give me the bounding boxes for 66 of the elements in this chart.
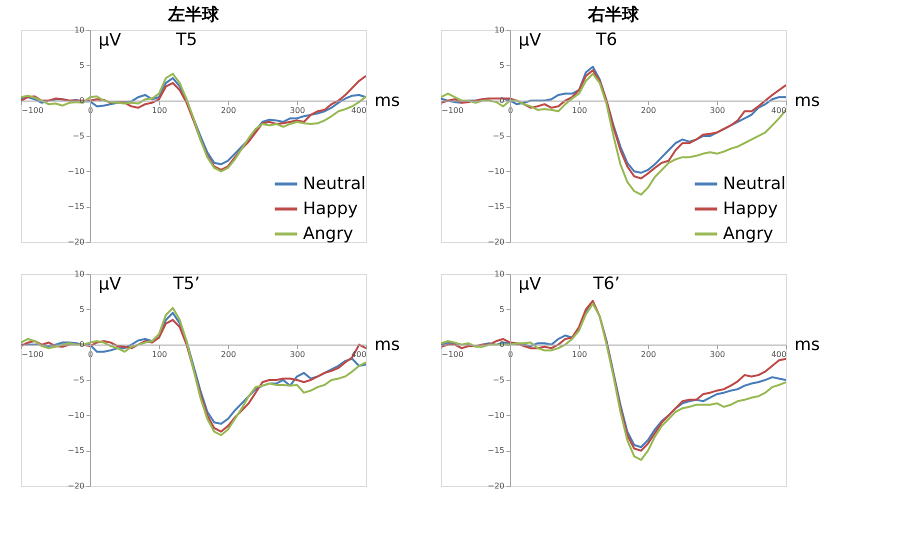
line-series (441, 72, 786, 196)
legend-label: Happy (723, 199, 778, 219)
x-tick-label: 400 (771, 350, 786, 360)
x-tick-label: 300 (710, 350, 726, 360)
x-tick-label: 100 (152, 106, 168, 116)
legend-label: Angry (303, 224, 354, 244)
legend-label: Neutral (303, 174, 366, 194)
y-tick-label: 10 (494, 270, 504, 278)
y-tick-label: −15 (68, 202, 84, 212)
x-tick-label: 200 (640, 350, 656, 360)
x-axis-title: ms (374, 335, 400, 356)
y-tick-label: 5 (499, 60, 504, 70)
y-tick-label: 0 (79, 340, 84, 350)
y-tick-label: −20 (488, 238, 504, 246)
y-tick-label: −20 (68, 482, 84, 490)
x-tick-label: 300 (710, 106, 726, 116)
y-tick-label: 0 (499, 340, 504, 350)
legend-label: Angry (723, 224, 774, 244)
x-tick-label: −100 (442, 106, 464, 116)
x-tick-label: −100 (442, 350, 464, 360)
y-axis-title: μV (518, 274, 542, 294)
y-tick-label: 10 (74, 26, 84, 34)
x-tick-label: 100 (572, 106, 588, 116)
y-tick-label: −10 (488, 410, 504, 420)
x-tick-label: 100 (572, 350, 588, 360)
x-tick-label: 400 (351, 106, 366, 116)
y-tick-label: −5 (72, 376, 84, 384)
y-tick-label: 10 (74, 270, 84, 278)
y-tick-label: −5 (492, 132, 504, 140)
x-tick-label: 100 (152, 350, 168, 360)
y-tick-label: −10 (68, 166, 84, 176)
y-tick-label: −20 (488, 482, 504, 490)
chart-subtitle: T6’ (592, 274, 620, 294)
x-tick-label: 200 (220, 106, 236, 116)
chart-title: 右半球 (587, 5, 640, 25)
y-tick-label: 5 (79, 304, 84, 314)
x-tick-label: 300 (290, 106, 306, 116)
y-tick-label: 5 (79, 60, 84, 70)
y-tick-label: −15 (488, 446, 504, 456)
y-tick-label: 5 (499, 304, 504, 314)
y-axis-title: μV (98, 274, 122, 294)
y-tick-label: −5 (72, 132, 84, 140)
x-tick-label: −100 (22, 350, 44, 360)
x-tick-label: 200 (640, 106, 656, 116)
y-tick-label: −10 (68, 410, 84, 420)
x-tick-label: −100 (22, 106, 44, 116)
chart-subtitle: T5 (175, 30, 198, 50)
x-tick-label: 300 (290, 350, 306, 360)
x-axis-title: ms (794, 91, 820, 112)
chart-subtitle: T6 (595, 30, 618, 50)
y-tick-label: −20 (68, 238, 84, 246)
x-tick-label: 400 (771, 106, 786, 116)
x-axis-title: ms (794, 335, 820, 356)
y-tick-label: −15 (488, 202, 504, 212)
chart-subtitle: T5’ (172, 274, 200, 294)
y-tick-label: −5 (492, 376, 504, 384)
y-axis-title: μV (98, 30, 122, 50)
y-tick-label: −10 (488, 166, 504, 176)
y-axis-title: μV (518, 30, 542, 50)
x-tick-label: 200 (220, 350, 236, 360)
x-axis-title: ms (374, 91, 400, 112)
legend-label: Happy (303, 199, 358, 219)
y-tick-label: 10 (494, 26, 504, 34)
legend-label: Neutral (723, 174, 786, 194)
y-tick-label: −15 (68, 446, 84, 456)
chart-title: 左半球 (167, 5, 220, 25)
